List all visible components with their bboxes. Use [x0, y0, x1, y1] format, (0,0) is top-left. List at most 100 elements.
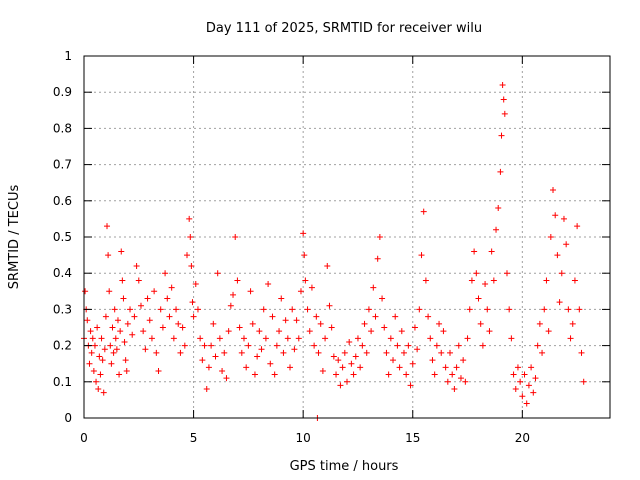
data-point-marker — [203, 386, 210, 393]
data-point-marker — [210, 320, 217, 327]
data-point-marker — [357, 364, 364, 371]
data-point-marker — [427, 335, 434, 342]
data-point-marker — [214, 270, 221, 277]
data-point-marker — [512, 386, 519, 393]
data-point-marker — [541, 306, 548, 313]
data-point-marker — [560, 215, 567, 222]
data-point-marker — [223, 375, 230, 382]
data-point-marker — [475, 295, 482, 302]
data-point-marker — [348, 360, 355, 367]
data-point-marker — [284, 335, 291, 342]
data-point-marker — [337, 382, 344, 389]
data-point-marker — [186, 215, 193, 222]
data-point-marker — [416, 306, 423, 313]
data-point-marker — [464, 335, 471, 342]
data-point-marker — [341, 349, 348, 356]
data-point-marker — [84, 317, 91, 324]
data-point-marker — [306, 328, 313, 335]
data-point-marker — [574, 223, 581, 230]
data-point-marker — [477, 320, 484, 327]
data-point-marker — [372, 313, 379, 320]
data-point-marker — [133, 262, 140, 269]
data-point-marker — [374, 255, 381, 262]
data-point-marker — [503, 270, 510, 277]
data-point-marker — [122, 357, 129, 364]
data-point-marker — [569, 320, 576, 327]
data-point-marker — [109, 324, 116, 331]
data-point-marker — [291, 346, 298, 353]
data-point-marker — [117, 328, 124, 335]
data-point-marker — [499, 81, 506, 88]
data-point-marker — [173, 306, 180, 313]
data-point-marker — [344, 378, 350, 385]
data-point-marker — [265, 281, 272, 288]
data-point-marker — [208, 342, 215, 349]
data-point-marker — [238, 349, 245, 356]
y-tick-label: 0.2 — [53, 339, 72, 353]
data-point-marker — [184, 252, 191, 259]
data-point-marker — [118, 248, 125, 255]
data-point-marker — [153, 349, 160, 356]
data-point-marker — [216, 335, 223, 342]
data-point-marker — [297, 288, 304, 295]
data-point-marker — [99, 357, 106, 364]
data-point-marker — [177, 349, 184, 356]
data-point-marker — [442, 364, 449, 371]
data-point-marker — [580, 378, 587, 385]
y-tick-label: 0.9 — [53, 85, 72, 99]
data-point-marker — [500, 96, 507, 103]
data-point-marker — [506, 306, 513, 313]
data-point-marker — [565, 306, 572, 313]
data-point-marker — [282, 317, 289, 324]
data-point-marker — [523, 400, 530, 407]
data-point-marker — [197, 335, 204, 342]
data-point-marker — [440, 328, 447, 335]
data-point-marker — [311, 342, 318, 349]
data-point-marker — [114, 317, 121, 324]
data-point-marker — [104, 223, 111, 230]
data-point-marker — [236, 324, 243, 331]
x-tick-label: 15 — [405, 431, 420, 445]
data-point-marker — [269, 313, 276, 320]
data-point-marker — [179, 324, 186, 331]
data-point-marker — [449, 371, 456, 378]
data-point-marker — [123, 367, 130, 374]
data-point-marker — [339, 364, 346, 371]
data-point-marker — [543, 277, 550, 284]
data-point-marker — [554, 252, 561, 259]
data-point-marker — [116, 371, 123, 378]
data-point-marker — [556, 299, 563, 306]
y-axis-label: SRMTID / TECUs — [7, 185, 22, 290]
data-point-marker — [315, 349, 322, 356]
data-point-marker — [525, 382, 532, 389]
data-point-marker — [493, 226, 500, 233]
data-point-marker — [326, 302, 333, 309]
data-point-marker — [333, 371, 340, 378]
data-point-marker — [135, 277, 142, 284]
data-point-marker — [108, 360, 115, 367]
data-point-marker — [510, 371, 517, 378]
data-point-marker — [379, 295, 386, 302]
data-point-marker — [545, 328, 552, 335]
data-point-marker — [120, 295, 127, 302]
data-point-marker — [514, 364, 521, 371]
data-point-marker — [479, 342, 486, 349]
data-point-marker — [212, 353, 219, 360]
data-point-marker — [536, 320, 543, 327]
data-point-marker — [498, 132, 505, 139]
data-point-marker — [486, 328, 493, 335]
data-point-marker — [457, 375, 464, 382]
data-point-marker — [471, 248, 478, 255]
y-tick-label: 0.1 — [53, 375, 72, 389]
data-point-marker — [88, 349, 95, 356]
data-point-marker — [98, 335, 105, 342]
data-point-marker — [438, 349, 445, 356]
data-point-marker — [262, 335, 269, 342]
data-point-marker — [407, 382, 414, 389]
data-point-marker — [295, 335, 302, 342]
plot-frame — [83, 55, 611, 419]
data-point-marker — [100, 389, 107, 396]
data-point-marker — [157, 306, 164, 313]
data-point-marker — [302, 277, 309, 284]
